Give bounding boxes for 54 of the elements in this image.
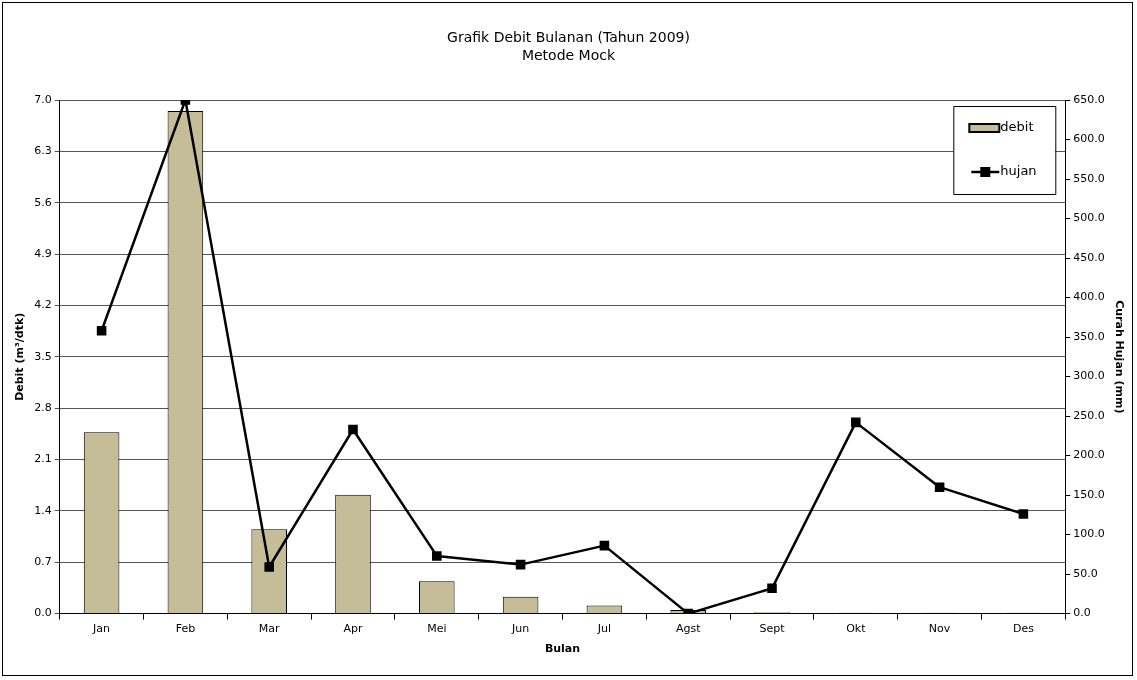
- y2-tick-label: 100.0: [1073, 527, 1105, 541]
- point: [348, 424, 358, 435]
- y2-tick-label: 350.0: [1073, 329, 1105, 343]
- x-tick-label: Jan: [92, 622, 111, 636]
- y-tick-label: 0.7: [34, 555, 52, 569]
- x-tick-label: Sept: [759, 622, 786, 636]
- y-tick-label: 5.6: [34, 195, 52, 209]
- y2-axis-title: Curah Hujan (mm): [1112, 300, 1126, 414]
- x-tick-label: Mei: [427, 622, 447, 636]
- y-tick-label: 4.9: [34, 246, 52, 260]
- x-tick-label: Apr: [343, 622, 363, 636]
- x-axis-title: Bulan: [544, 642, 581, 656]
- y-tick-label: 6.3: [34, 144, 52, 158]
- point: [934, 482, 945, 492]
- x-tick-label: Des: [1012, 622, 1035, 636]
- y2-tick-label: 250.0: [1073, 408, 1105, 422]
- y2-tick-label: 600.0: [1073, 132, 1105, 146]
- y2-tick-label: 50.0: [1073, 566, 1098, 580]
- x-tick-label: Jun: [511, 622, 530, 636]
- x-tick-label: Agst: [675, 622, 702, 636]
- y2-tick-label: 300.0: [1073, 369, 1105, 383]
- y2-tick-label: 0.0: [1073, 606, 1091, 620]
- y2-tick-label: 200.0: [1073, 448, 1105, 462]
- y-tick-label: 4.2: [34, 298, 52, 312]
- y2-tick-label: 150.0: [1073, 487, 1105, 501]
- x-tick-label: Okt: [846, 622, 867, 636]
- y2-tick-label: 550.0: [1073, 171, 1105, 185]
- y2-tick-label: 500.0: [1073, 211, 1105, 225]
- y-tick-label: 3.5: [34, 349, 52, 363]
- y-tick-label: 1.4: [34, 503, 52, 517]
- point: [432, 551, 442, 561]
- y2-tick-label: 450.0: [1073, 250, 1105, 264]
- chart-subtitle: Metode Mock: [520, 46, 617, 64]
- x-tick-label: Feb: [175, 622, 196, 636]
- y-tick-label: 0.0: [34, 606, 52, 620]
- x-tick-label: Jul: [596, 622, 612, 636]
- point: [767, 583, 777, 594]
- y-tick-label: 2.8: [34, 401, 52, 415]
- y-tick-label: 7.0: [34, 92, 52, 106]
- point: [851, 417, 861, 428]
- point: [264, 562, 274, 572]
- y-tick-label: 2.1: [34, 452, 52, 466]
- y2-tick-label: 400.0: [1073, 290, 1105, 304]
- point: [515, 559, 526, 570]
- point: [599, 540, 610, 551]
- legend-label: debit: [1000, 119, 1034, 135]
- y-axis-title: Debit (m³/dtk): [13, 312, 27, 401]
- x-tick-label: Mar: [258, 622, 281, 636]
- chart-title: Grafik Debit Bulanan (Tahun 2009): [446, 28, 691, 46]
- point: [1018, 509, 1029, 519]
- legend-label: hujan: [1000, 163, 1037, 179]
- point: [96, 325, 107, 336]
- x-tick-label: Nov: [928, 622, 951, 636]
- y2-tick-label: 650.0: [1073, 92, 1105, 106]
